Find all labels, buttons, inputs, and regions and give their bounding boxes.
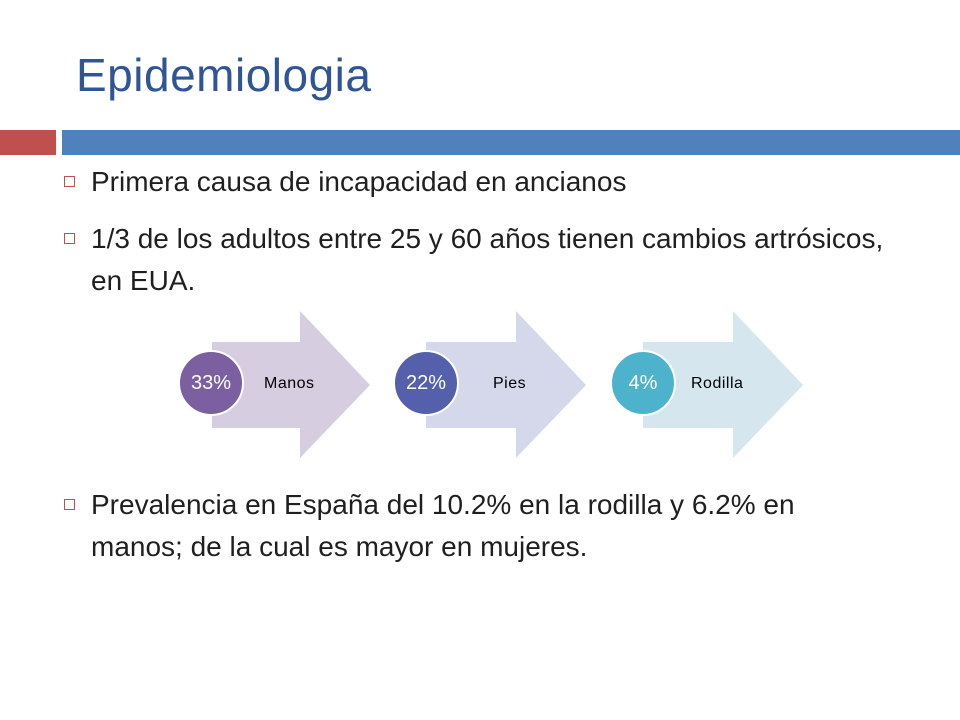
diagram-label-rodilla: Rodilla — [691, 375, 744, 392]
percent-badge-manos: 33% — [178, 350, 244, 416]
header-accent-red-bar — [0, 130, 56, 155]
square-bullet-icon — [64, 233, 75, 244]
diagram-label-pies: Pies — [493, 375, 527, 392]
bullet-text: 1/3 de los adultos entre 25 y 60 años ti… — [91, 223, 884, 296]
bullet-item: Prevalencia en España del 10.2% en la ro… — [64, 484, 894, 568]
arrow-shape-manos — [212, 311, 370, 458]
bullet-text: Primera causa de incapacidad en ancianos — [91, 166, 627, 197]
bullet-item: Primera causa de incapacidad en ancianos — [64, 161, 894, 203]
percent-badge-rodilla: 4% — [610, 350, 676, 416]
diagram-label-manos: Manos — [264, 375, 315, 392]
bullet-item: 1/3 de los adultos entre 25 y 60 años ti… — [64, 218, 894, 302]
arrow-shape-pies — [426, 311, 586, 458]
square-bullet-icon — [64, 176, 75, 187]
slide-title: Epidemiologia — [76, 49, 372, 101]
percent-badge-pies: 22% — [393, 350, 459, 416]
square-bullet-icon — [64, 499, 75, 510]
header-accent-blue-bar — [62, 130, 960, 155]
arrow-shape-rodilla — [643, 311, 803, 458]
bullet-text: Prevalencia en España del 10.2% en la ro… — [91, 489, 795, 562]
